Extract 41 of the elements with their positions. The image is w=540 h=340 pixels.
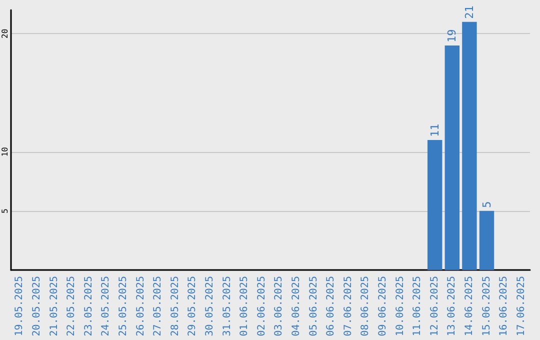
x-tick-label: 10.06.2025 [394,276,406,336]
x-tick-label: 13.06.2025 [446,276,458,336]
x-tick-label: 04.06.2025 [290,276,302,336]
x-tick-label: 31.05.2025 [222,276,233,336]
x-tick-label: 14.06.2025 [464,276,475,336]
x-tick-label: 09.06.2025 [377,276,388,336]
x-tick-label: 03.06.2025 [274,276,285,336]
x-tick-label: 25.05.2025 [118,276,129,336]
x-tick-label: 21.05.2025 [48,276,60,336]
y-tick-label: 10 [0,146,10,157]
x-tick-label: 02.06.2025 [256,276,268,336]
data-label: 19 [446,29,459,42]
x-tick-label: 08.06.2025 [360,276,372,336]
x-tick-label: 16.06.2025 [498,276,510,336]
x-tick-label: 29.05.2025 [187,276,198,336]
x-tick-label: 28.05.2025 [170,276,181,336]
x-tick-label: 12.06.2025 [429,276,440,336]
x-tick-label: 01.06.2025 [239,276,250,336]
x-tick-label: 22.05.2025 [66,276,78,336]
x-tick-label: 23.05.2025 [83,276,94,336]
x-tick-label: 17.06.2025 [516,276,527,336]
y-tick-label: 20 [0,28,10,38]
x-tick-label: 20.05.2025 [31,276,42,336]
x-tick-label: 05.06.2025 [308,276,320,336]
data-label: 5 [480,201,494,208]
data-label: 21 [462,6,476,19]
x-tick-label: 30.05.2025 [204,276,216,336]
x-tick-label: 19.05.2025 [14,276,26,336]
x-tick-label: 11.06.2025 [412,276,424,336]
x-tick-label: 07.06.2025 [342,276,354,336]
bar [462,22,477,270]
bar [444,45,460,270]
bar [479,210,494,270]
data-label: 11 [428,124,442,137]
bar [428,140,442,270]
y-tick-label: 5 [0,208,10,214]
x-tick-label: 27.05.2025 [152,276,164,336]
x-tick-label: 26.05.2025 [135,276,146,336]
x-tick-label: 24.05.2025 [100,276,112,336]
x-tick-label: 06.06.2025 [326,276,337,336]
x-tick-label: 15.06.2025 [481,276,492,336]
